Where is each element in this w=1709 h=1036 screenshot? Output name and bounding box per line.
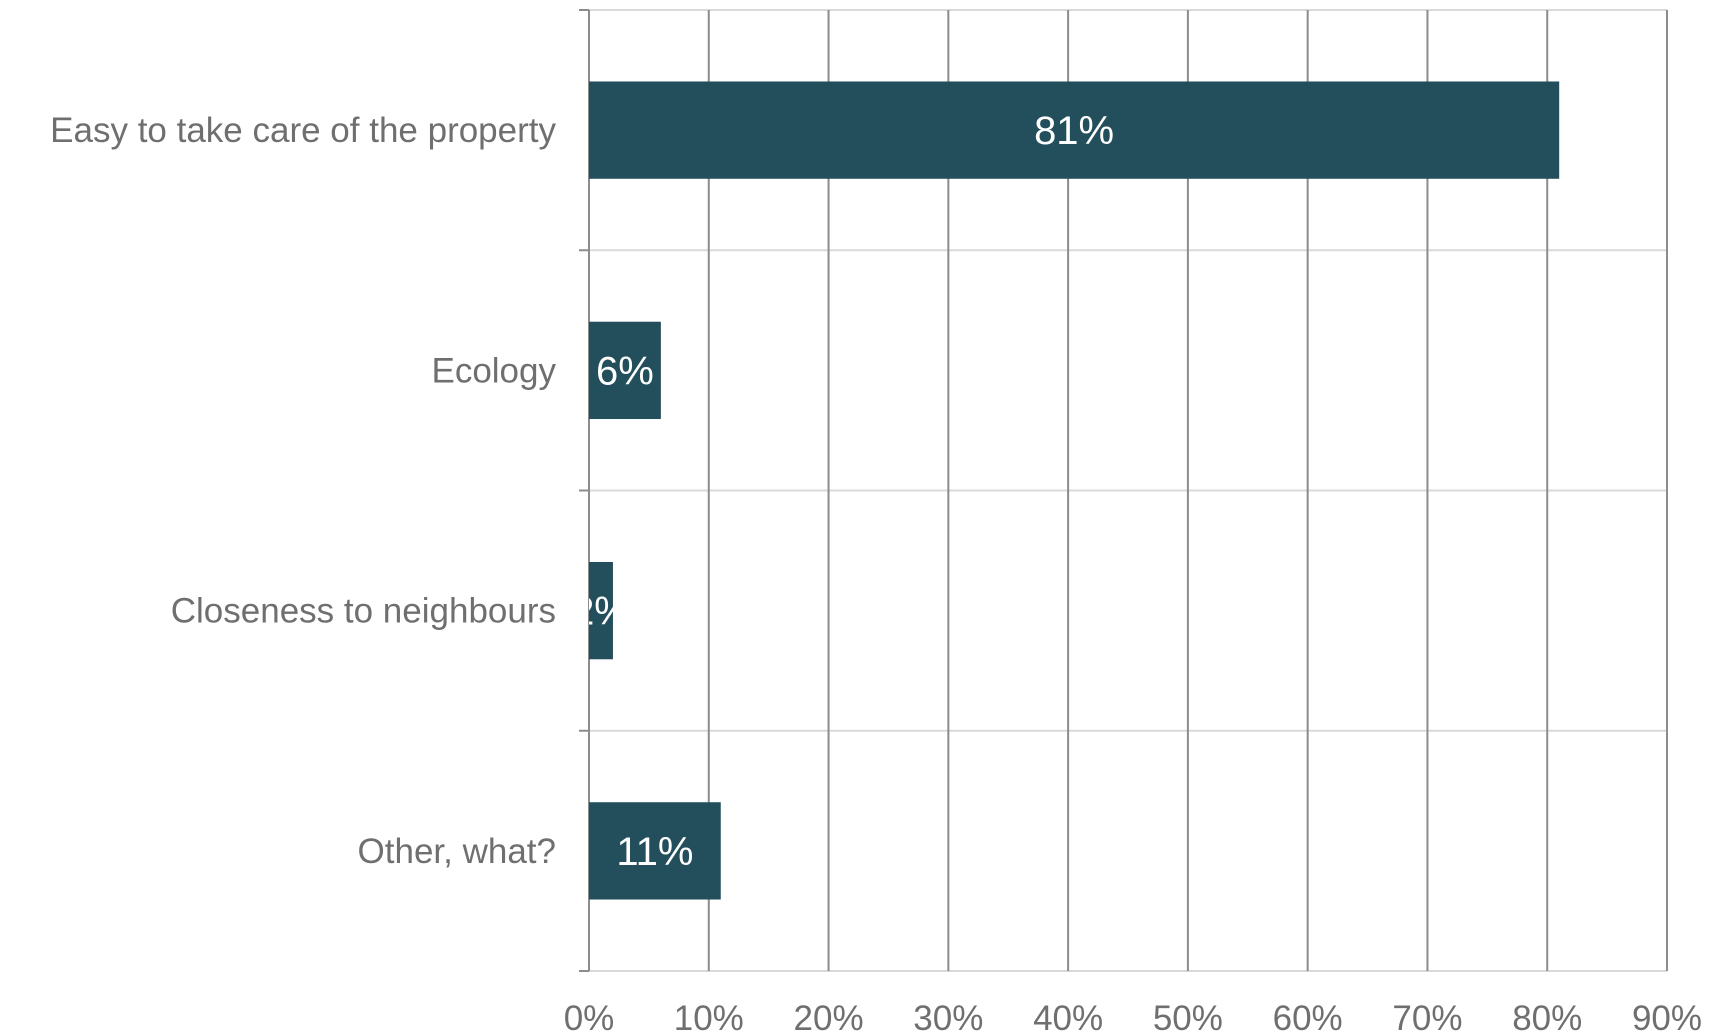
x-tick-label: 30% [913, 999, 983, 1036]
x-tick-label: 70% [1392, 999, 1462, 1036]
data-labels: 81% 6% 2% 11% [572, 109, 1114, 874]
bar [589, 802, 721, 900]
x-tick-label: 40% [1033, 999, 1103, 1036]
bar [589, 81, 1560, 179]
x-tick-label: 0% [564, 999, 615, 1036]
x-tick-label: 90% [1632, 999, 1702, 1036]
x-tick-label: 10% [674, 999, 744, 1036]
data-label: 81% [1034, 109, 1114, 153]
category-label: Closeness to neighbours [171, 592, 556, 631]
x-tick-label: 50% [1153, 999, 1223, 1036]
bars [589, 81, 1560, 900]
data-label: 11% [616, 830, 693, 874]
bar [589, 321, 661, 420]
category-label: Other, what? [358, 832, 556, 871]
category-label: Ecology [431, 351, 556, 390]
category-labels: Easy to take care of the property Ecology… [50, 111, 556, 871]
x-tick-label: 20% [794, 999, 864, 1036]
bar [589, 561, 613, 660]
x-axis-tick-labels: 0% 10% 20% 30% 40% 50% 60% 70% 80% 90% [564, 999, 1702, 1036]
data-label: 6% [596, 349, 654, 393]
x-tick-label: 60% [1273, 999, 1343, 1036]
category-label: Easy to take care of the property [50, 111, 556, 150]
x-tick-label: 80% [1512, 999, 1582, 1036]
data-label: 2% [572, 590, 630, 634]
